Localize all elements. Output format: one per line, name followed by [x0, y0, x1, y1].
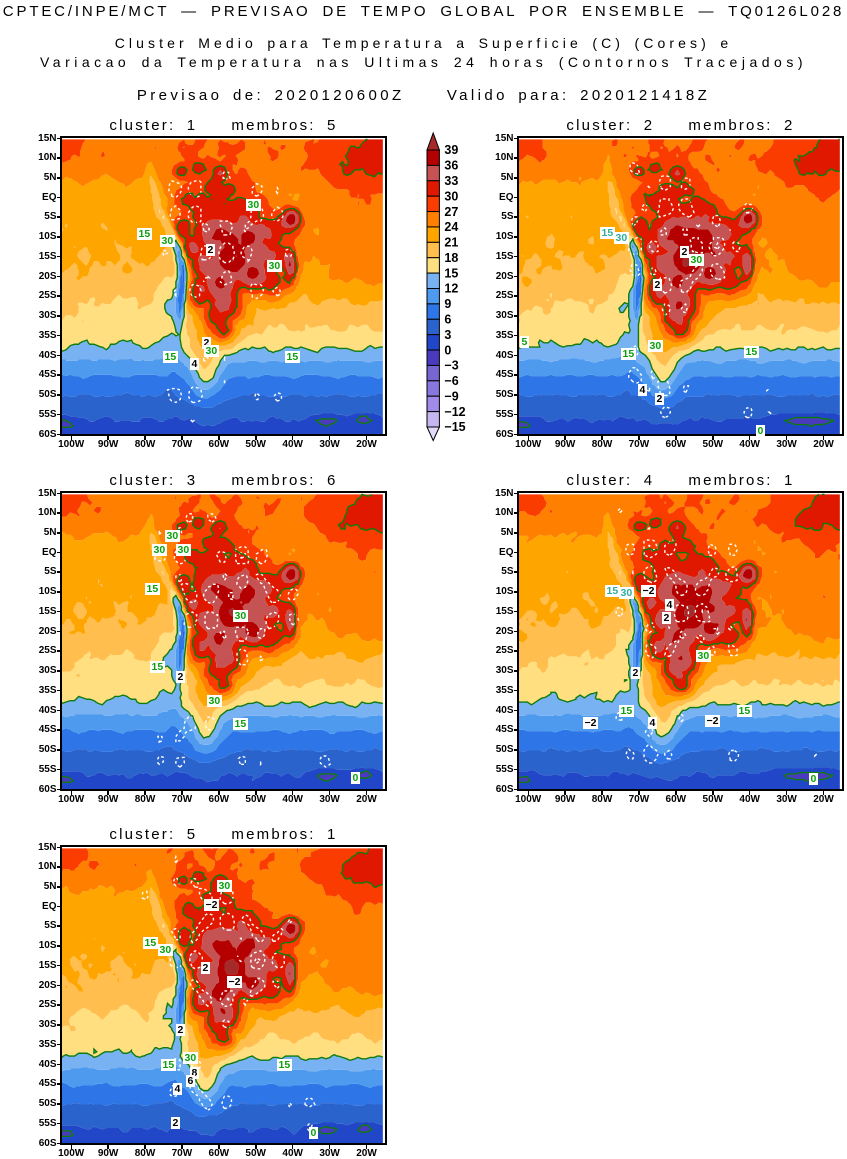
svg-text:36: 36: [444, 159, 458, 173]
svg-text:12: 12: [444, 282, 458, 296]
svg-text:30: 30: [444, 189, 458, 203]
svg-text:−3: −3: [444, 359, 458, 373]
svg-text:9: 9: [444, 297, 451, 311]
svg-text:−12: −12: [444, 405, 465, 419]
svg-text:33: 33: [444, 174, 458, 188]
svg-text:24: 24: [444, 220, 458, 234]
svg-text:21: 21: [444, 236, 458, 250]
svg-text:27: 27: [444, 205, 458, 219]
svg-text:6: 6: [444, 312, 451, 326]
svg-text:−15: −15: [444, 420, 465, 434]
svg-text:−6: −6: [444, 374, 458, 388]
svg-text:39: 39: [444, 143, 458, 157]
svg-text:15: 15: [444, 266, 458, 280]
svg-text:3: 3: [444, 328, 451, 342]
svg-text:−9: −9: [444, 389, 458, 403]
svg-text:0: 0: [444, 343, 451, 357]
svg-text:18: 18: [444, 251, 458, 265]
